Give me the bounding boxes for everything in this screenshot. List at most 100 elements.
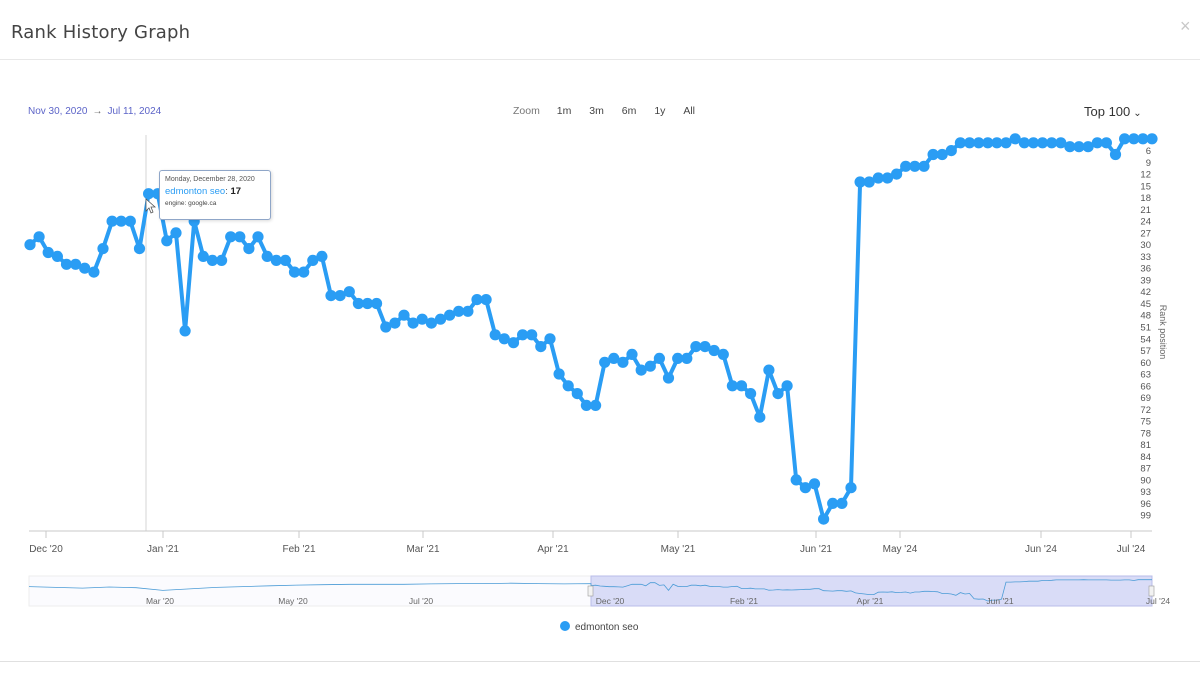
data-point[interactable] — [206, 254, 218, 266]
data-point[interactable] — [526, 329, 538, 341]
data-point[interactable] — [33, 231, 45, 243]
data-point[interactable] — [270, 254, 282, 266]
data-point[interactable] — [681, 352, 693, 364]
data-point[interactable] — [936, 148, 948, 161]
data-point[interactable] — [1000, 137, 1012, 149]
data-point[interactable] — [316, 250, 328, 262]
data-point[interactable] — [288, 266, 301, 278]
date-range[interactable]: Nov 30, 2020 → Jul 11, 2024 — [28, 106, 161, 117]
data-point[interactable] — [1119, 133, 1131, 145]
data-point[interactable] — [790, 474, 802, 486]
data-point[interactable] — [863, 176, 875, 188]
data-point[interactable] — [553, 368, 565, 380]
data-point[interactable] — [708, 344, 720, 357]
data-point[interactable] — [298, 266, 310, 278]
data-point[interactable] — [517, 329, 529, 341]
data-point[interactable] — [389, 317, 401, 329]
data-point[interactable] — [371, 297, 383, 310]
data-point[interactable] — [161, 235, 173, 247]
data-point[interactable] — [498, 333, 510, 345]
data-point[interactable] — [690, 341, 702, 353]
data-point[interactable] — [197, 250, 209, 262]
data-point[interactable] — [225, 231, 237, 243]
data-point[interactable] — [745, 388, 757, 400]
data-point[interactable] — [699, 341, 711, 353]
data-point[interactable] — [407, 317, 419, 329]
data-point[interactable] — [42, 246, 54, 259]
data-point[interactable] — [1009, 133, 1021, 145]
data-point[interactable] — [644, 360, 656, 372]
data-point[interactable] — [781, 380, 793, 392]
data-point[interactable] — [1109, 148, 1122, 161]
data-point[interactable] — [1055, 137, 1067, 149]
data-point[interactable] — [307, 254, 319, 266]
data-point[interactable] — [216, 254, 228, 266]
data-point[interactable] — [945, 145, 957, 157]
zoom-button-1m[interactable]: 1m — [556, 105, 572, 117]
data-point[interactable] — [444, 309, 456, 321]
data-point[interactable] — [562, 380, 574, 392]
data-point[interactable] — [434, 313, 447, 325]
zoom-button-6m[interactable]: 6m — [621, 105, 637, 117]
data-point[interactable] — [1064, 141, 1076, 153]
data-point[interactable] — [234, 231, 246, 243]
data-point[interactable] — [334, 290, 346, 302]
navigator-selection[interactable] — [590, 575, 1153, 607]
data-point[interactable] — [626, 348, 638, 360]
data-point[interactable] — [635, 364, 647, 376]
data-point[interactable] — [799, 482, 812, 494]
data-point[interactable] — [726, 380, 739, 392]
data-point[interactable] — [571, 388, 583, 400]
data-point[interactable] — [544, 333, 556, 345]
data-point[interactable] — [909, 160, 921, 172]
data-point[interactable] — [535, 341, 547, 353]
data-point[interactable] — [380, 321, 392, 333]
data-point[interactable] — [1100, 137, 1112, 149]
data-point[interactable] — [754, 411, 766, 423]
navigator-handle-left[interactable] — [587, 585, 594, 597]
data-point[interactable] — [416, 313, 428, 325]
data-point[interactable] — [599, 356, 611, 368]
data-point[interactable] — [900, 160, 912, 172]
data-point[interactable] — [1027, 137, 1039, 149]
data-point[interactable] — [1073, 141, 1085, 153]
data-point[interactable] — [1018, 137, 1030, 149]
data-point[interactable] — [106, 215, 118, 227]
data-point[interactable] — [243, 243, 255, 255]
data-point[interactable] — [124, 215, 136, 227]
data-point[interactable] — [872, 172, 884, 184]
data-point[interactable] — [343, 286, 355, 298]
data-point[interactable] — [88, 266, 100, 278]
data-point[interactable] — [325, 290, 337, 302]
data-point[interactable] — [927, 148, 939, 161]
data-point[interactable] — [845, 482, 857, 494]
data-point[interactable] — [735, 380, 748, 392]
legend-item-edmonton-seo[interactable]: edmonton seo — [560, 621, 638, 633]
data-point[interactable] — [252, 231, 264, 243]
data-point[interactable] — [991, 137, 1003, 149]
data-point[interactable] — [808, 478, 821, 490]
data-point[interactable] — [361, 297, 374, 310]
zoom-button-1y[interactable]: 1y — [654, 105, 666, 117]
data-point[interactable] — [453, 305, 465, 317]
zoom-button-all[interactable]: All — [683, 105, 695, 117]
data-point[interactable] — [79, 262, 91, 274]
data-point[interactable] — [1146, 133, 1158, 145]
data-point[interactable] — [653, 352, 666, 364]
data-point[interactable] — [1046, 137, 1058, 149]
data-point[interactable] — [1036, 137, 1049, 149]
close-icon[interactable]: × — [1180, 16, 1191, 36]
data-point[interactable] — [818, 513, 830, 525]
data-point[interactable] — [133, 243, 146, 255]
data-point[interactable] — [590, 399, 602, 411]
data-point[interactable] — [1091, 137, 1103, 149]
data-point[interactable] — [982, 137, 994, 149]
data-point[interactable] — [717, 348, 729, 360]
data-point[interactable] — [60, 258, 73, 270]
top-range-select[interactable]: Top 100 ⌄ — [1084, 104, 1142, 119]
data-point[interactable] — [1082, 141, 1094, 153]
data-point[interactable] — [881, 172, 894, 184]
data-point[interactable] — [398, 309, 410, 321]
data-point[interactable] — [51, 250, 64, 262]
data-point[interactable] — [891, 168, 903, 180]
